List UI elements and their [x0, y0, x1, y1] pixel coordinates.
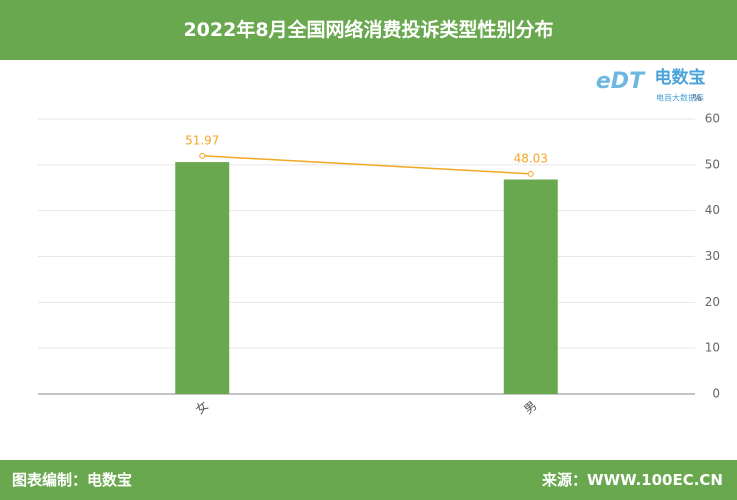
- y-tick-label: 50: [705, 157, 720, 171]
- logo-tagline: 电商大数据库: [656, 93, 704, 103]
- y-unit: %: [692, 93, 702, 104]
- y-tick-label: 10: [705, 341, 720, 355]
- line: [202, 155, 531, 175]
- footer: 图表编制：电数宝 来源：WWW.100EC.CN: [0, 460, 737, 500]
- bar: [175, 162, 230, 394]
- line-point: [527, 170, 534, 177]
- line-point: [199, 152, 206, 159]
- x-tick-label: 男: [521, 398, 539, 416]
- y-tick-label: 0: [712, 387, 720, 401]
- y-tick-label: 20: [705, 295, 720, 309]
- logo-name: 电数宝: [655, 67, 706, 88]
- bar: [503, 179, 558, 394]
- y-tick-label: 40: [705, 203, 720, 217]
- logo-mark: eDT: [596, 69, 646, 94]
- data-label: 48.03: [514, 151, 548, 165]
- title-bar: 2022年8月全国网络消费投诉类型性别分布: [0, 0, 737, 60]
- footer-left: 图表编制：电数宝: [12, 471, 133, 489]
- data-label: 51.97: [185, 133, 219, 147]
- y-tick-label: 60: [705, 112, 720, 126]
- chart: eDT 电数宝 电商大数据库 % 0 10 20 30 40 50 60 女 男 51.97 48.0…: [38, 67, 720, 417]
- footer-right: 来源：WWW.100EC.CN: [542, 471, 723, 489]
- x-tick-label: 女: [192, 398, 211, 417]
- chart-title: 2022年8月全国网络消费投诉类型性别分布: [183, 19, 554, 41]
- y-tick-label: 30: [705, 249, 720, 263]
